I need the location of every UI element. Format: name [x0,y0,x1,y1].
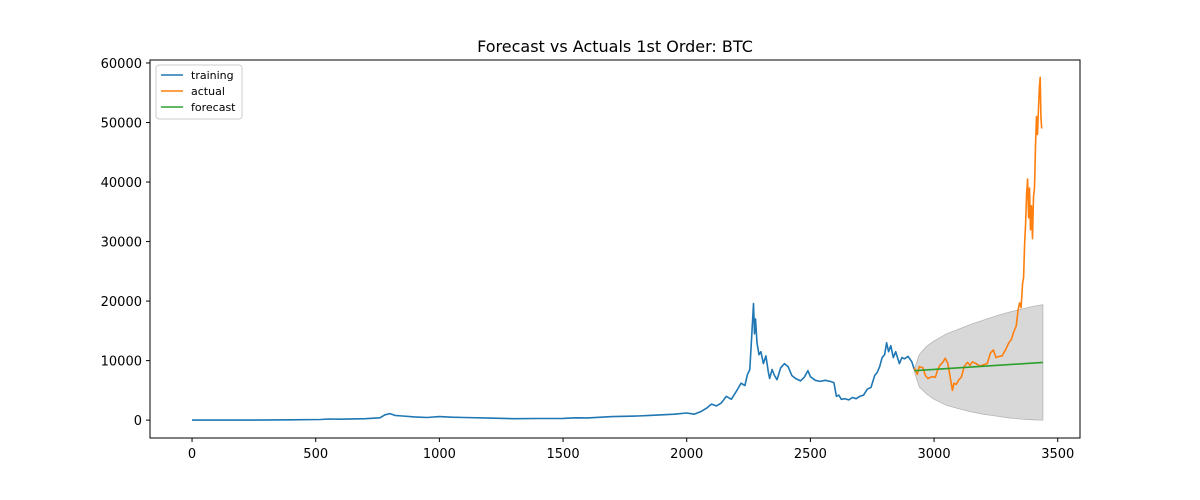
legend-label-training: training [191,69,234,82]
x-tick-label: 3500 [1041,447,1074,462]
legend-box [155,64,243,120]
y-tick-label: 0 [134,414,142,429]
legend-label-forecast: forecast [191,101,236,114]
plot-area [192,76,1044,421]
legend: training actual forecast [155,64,243,120]
series-line-training [192,302,916,421]
x-tick-label: 500 [303,447,328,462]
confidence-band [913,304,1044,421]
y-tick-label: 10000 [101,355,142,370]
y-tick-label: 20000 [101,295,142,310]
x-tick-label: 3000 [918,447,951,462]
y-tick-label: 40000 [101,176,142,191]
legend-label-actual: actual [191,85,225,98]
x-tick-label: 2500 [794,447,827,462]
chart-title: Forecast vs Actuals 1st Order: BTC [477,37,753,56]
x-tick-label: 2000 [670,447,703,462]
axes: 0 500 1000 1500 2000 2500 3000 3500 0 10000 20000 3… [101,57,1081,462]
x-tick-label: 1500 [547,447,580,462]
y-tick-label: 30000 [101,236,142,251]
y-tick-label: 50000 [101,117,142,132]
series-line-forecast [914,361,1043,372]
axes-frame [149,59,1081,439]
x-tick-label: 0 [188,447,196,462]
y-tick-label: 60000 [101,57,142,72]
series-line-actual [913,76,1043,392]
x-tick-label: 1000 [423,447,456,462]
